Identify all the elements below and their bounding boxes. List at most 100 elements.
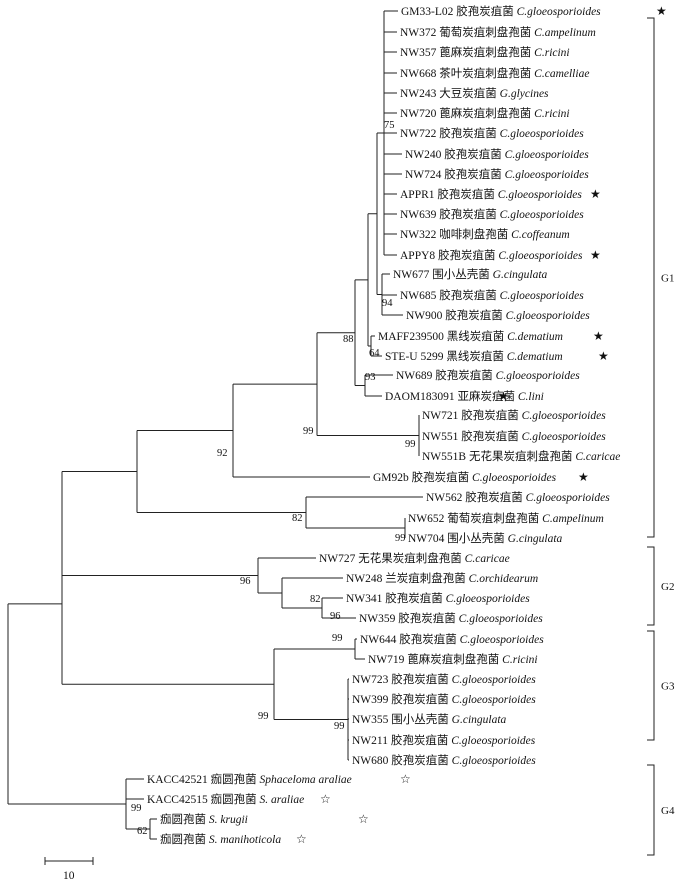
taxon-code-name: KACC42521 痂圆孢菌 xyxy=(147,772,259,786)
taxon-label: NW680 胶孢炭疽菌 C.gloeosporioides xyxy=(352,753,536,767)
taxon-label: NW341 胶孢炭疽菌 C.gloeosporioides xyxy=(346,591,530,605)
taxon-code-name: GM33-L02 胶孢炭疽菌 xyxy=(401,4,517,18)
taxon-species: C.gloeosporioides xyxy=(498,250,583,262)
taxon-label: NW685 胶孢炭疽菌 C.gloeosporioides xyxy=(400,288,584,302)
taxon-label: NW720 蓖麻炭疽刺盘孢菌 C.ricini xyxy=(400,106,570,120)
taxon-species: C.dematium xyxy=(507,331,563,343)
taxon-label: NW727 无花果炭疽刺盘孢菌 C.caricae xyxy=(319,551,510,565)
outgroup-star-icon: ☆ xyxy=(400,772,411,786)
taxon-label: 痂圆孢菌 S. krugii xyxy=(160,812,248,826)
reference-strain-star-icon: ★ xyxy=(593,329,604,343)
taxon-code-name: NW357 蓖麻炭疽刺盘孢菌 xyxy=(400,45,534,59)
scale-bar-label: 10 xyxy=(63,870,75,882)
taxon-label: NW399 胶孢炭疽菌 C.gloeosporioides xyxy=(352,692,536,706)
taxon-code-name: NW248 兰炭疽刺盘孢菌 xyxy=(346,571,469,585)
taxon-code-name: NW551 胶孢炭疽菌 xyxy=(422,429,522,443)
taxon-code-name: NW341 胶孢炭疽菌 xyxy=(346,591,446,605)
taxon-code-name: NW652 葡萄炭疽刺盘孢菌 xyxy=(408,511,542,525)
taxon-species: C.gloeosporioides xyxy=(451,735,536,747)
taxon-code-name: NW243 大豆炭疽菌 xyxy=(400,86,500,100)
reference-strain-star-icon: ★ xyxy=(656,4,667,18)
taxon-species: C.ricini xyxy=(502,654,537,666)
taxon-species: C.gloeosporioides xyxy=(452,674,537,686)
taxon-label: NW668 茶叶炭疽刺盘孢菌 C.camelliae xyxy=(400,66,589,80)
outgroup-star-icon: ☆ xyxy=(320,792,331,806)
taxon-species: C.camelliae xyxy=(534,68,589,80)
taxon-code-name: NW677 围小丛壳菌 xyxy=(393,267,493,281)
taxon-label: GM92b 胶孢炭疽菌 C.gloeosporioides xyxy=(373,470,557,484)
taxon-code-name: NW372 葡萄炭疽刺盘孢菌 xyxy=(400,25,534,39)
taxon-species: C.caricae xyxy=(575,451,620,463)
taxon-label: NW240 胶孢炭疽菌 C.gloeosporioides xyxy=(405,147,589,161)
taxon-label: NW243 大豆炭疽菌 G.glycines xyxy=(400,86,549,100)
bootstrap-value: 82 xyxy=(292,513,303,524)
taxon-code-name: 痂圆孢菌 xyxy=(160,832,209,846)
bootstrap-value: 93 xyxy=(365,372,376,383)
taxon-species: C.ricini xyxy=(534,108,569,120)
reference-strain-star-icon: ★ xyxy=(498,389,509,403)
taxon-species: C.gloeosporioides xyxy=(498,189,583,201)
taxon-species: C.gloeosporioides xyxy=(496,370,581,382)
tree-branches xyxy=(7,10,423,840)
taxon-code-name: DAOM183091 亚麻炭疽菌 xyxy=(385,389,518,403)
bootstrap-value: 99 xyxy=(131,803,142,814)
taxon-code-name: NW724 胶孢炭疽菌 xyxy=(405,167,505,181)
taxon-label: NW355 围小丛壳菌 G.cingulata xyxy=(352,712,507,726)
taxon-label: DAOM183091 亚麻炭疽菌 C.lini xyxy=(385,389,544,403)
taxon-code-name: NW639 胶孢炭疽菌 xyxy=(400,207,500,221)
taxon-code-name: NW355 围小丛壳菌 xyxy=(352,712,452,726)
taxon-label: NW551 胶孢炭疽菌 C.gloeosporioides xyxy=(422,429,606,443)
bootstrap-value: 99 xyxy=(405,439,416,450)
taxon-code-name: NW240 胶孢炭疽菌 xyxy=(405,147,505,161)
taxon-species: C.gloeosporioides xyxy=(500,128,585,140)
taxon-code-name: APPR1 胶孢炭疽菌 xyxy=(400,187,498,201)
taxon-label: MAFF239500 黑线炭疽菌 C.dematium xyxy=(378,329,563,343)
bootstrap-value: 75 xyxy=(384,120,395,131)
taxon-code-name: KACC42515 痂圆孢菌 xyxy=(147,792,259,806)
taxon-species: S. araliae xyxy=(259,794,304,806)
taxon-species: C.gloeosporioides xyxy=(517,6,602,18)
taxon-code-name: NW668 茶叶炭疽刺盘孢菌 xyxy=(400,66,534,80)
taxon-label: NW562 胶孢炭疽菌 C.gloeosporioides xyxy=(426,490,610,504)
bootstrap-value: 96 xyxy=(240,576,251,587)
taxon-label: NW704 围小丛壳菌 G.cingulata xyxy=(408,531,563,545)
taxon-label: GM33-L02 胶孢炭疽菌 C.gloeosporioides xyxy=(401,4,601,18)
taxon-label: NW322 咖啡刺盘孢菌 C.coffeanum xyxy=(400,227,570,241)
group-bracket xyxy=(647,630,655,741)
group-brackets: G1 G2 G3 G4 xyxy=(647,17,675,856)
bootstrap-value: 64 xyxy=(369,348,380,359)
taxon-species: C.gloeosporioides xyxy=(522,410,607,422)
taxon-code-name: NW722 胶孢炭疽菌 xyxy=(400,126,500,140)
taxon-label: KACC42521 痂圆孢菌 Sphaceloma araliae xyxy=(147,772,352,786)
taxon-label: NW677 围小丛壳菌 G.cingulata xyxy=(393,267,548,281)
taxon-code-name: NW399 胶孢炭疽菌 xyxy=(352,692,452,706)
taxon-code-name: NW644 胶孢炭疽菌 xyxy=(360,632,460,646)
taxon-species: C.gloeosporioides xyxy=(522,431,607,443)
taxon-code-name: NW551B 无花果炭疽刺盘孢菌 xyxy=(422,449,575,463)
taxon-code-name: NW562 胶孢炭疽菌 xyxy=(426,490,526,504)
taxon-label: NW551B 无花果炭疽刺盘孢菌 C.caricae xyxy=(422,449,620,463)
bootstrap-value: 92 xyxy=(217,448,228,459)
taxon-code-name: NW723 胶孢炭疽菌 xyxy=(352,672,452,686)
reference-strain-star-icon: ★ xyxy=(590,248,601,262)
bootstrap-value: 62 xyxy=(137,826,148,837)
taxon-labels: GM33-L02 胶孢炭疽菌 C.gloeosporioides ★ NW372 葡… xyxy=(147,4,667,846)
taxon-label: NW900 胶孢炭疽菌 C.gloeosporioides xyxy=(406,308,590,322)
taxon-label: NW359 胶孢炭疽菌 C.gloeosporioides xyxy=(359,611,543,625)
taxon-species: C.ampelinum xyxy=(534,27,596,39)
taxon-species: S. manihoticola xyxy=(209,834,281,846)
taxon-species: C.gloeosporioides xyxy=(526,492,611,504)
taxon-species: G.cingulata xyxy=(452,714,507,726)
taxon-species: S. krugii xyxy=(209,814,248,826)
bootstrap-value: 88 xyxy=(343,334,354,345)
taxon-species: C.gloeosporioides xyxy=(446,593,531,605)
taxon-label: APPY8 胶孢炭疽菌 C.gloeosporioides xyxy=(400,248,583,262)
taxon-code-name: NW211 胶孢炭疽菌 xyxy=(352,733,451,747)
taxon-code-name: NW689 胶孢炭疽菌 xyxy=(396,368,496,382)
taxon-species: C.gloeosporioides xyxy=(472,472,557,484)
taxon-species: C.ampelinum xyxy=(542,513,604,525)
taxon-label: NW722 胶孢炭疽菌 C.gloeosporioides xyxy=(400,126,584,140)
bootstrap-value: 96 xyxy=(330,611,341,622)
group-bracket xyxy=(647,17,655,538)
reference-strain-star-icon: ★ xyxy=(598,349,609,363)
